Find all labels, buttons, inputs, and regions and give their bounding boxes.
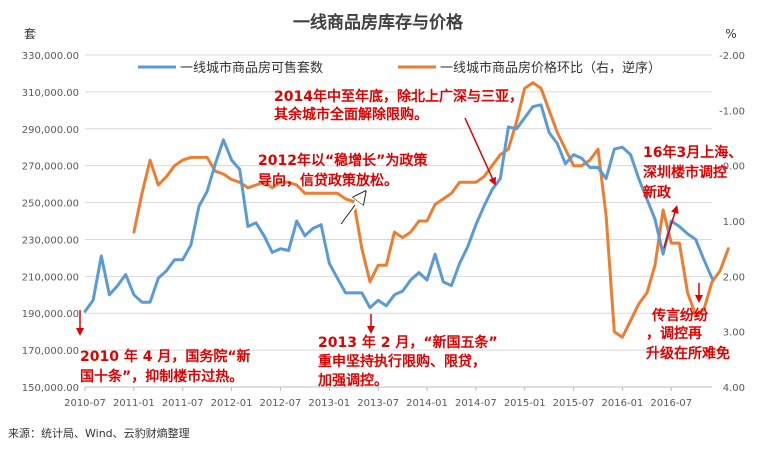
annotation-2013-02: 2013 年 2 月，“新国五条” 重申坚持执行限购、限贷， 加强调控。: [317, 334, 503, 389]
callout-arrows: [76, 117, 703, 336]
annotation-2016-rumor-line-3: 升级在所难免: [646, 345, 730, 362]
arrow-2012-outline: [340, 204, 356, 225]
annotation-2016-03-line-1: 16年3月上海、: [643, 144, 742, 161]
left-tick-label: 150,000.00: [22, 383, 79, 394]
series-line-price-mom: [132, 81, 730, 339]
annotation-2013-02-line-2: 重申坚持执行限购、限贷，: [318, 353, 486, 370]
right-tick-label: -1.00: [719, 106, 745, 117]
annotation-2014: 2014年中至年底，除北上广深与三亚， 其余城市全面解除限购。: [274, 88, 528, 123]
x-tick-label: 2014-01: [406, 398, 448, 409]
annotation-2016-rumor: 传言纷纷 ，调控再 升级在所难免: [646, 307, 730, 362]
annotation-2012-line-2: 导向，信贷政策放松。: [258, 172, 398, 189]
left-tick-label: 230,000.00: [22, 235, 79, 246]
annotation-2010-04: 2010 年 4 月，国务院“新 国十条”，抑制楼市过热。: [80, 348, 255, 385]
x-tick-label: 2010-07: [64, 398, 106, 409]
left-tick-label: 290,000.00: [22, 125, 79, 136]
legend-label-price-mom: 一线城市商品房价格环比（右，逆序）: [440, 60, 661, 76]
right-tick-label: 2.00: [723, 272, 745, 283]
x-tick-label: 2013-07: [357, 398, 399, 409]
source-note: 来源：统计局、Wind、云豹财熵整理: [8, 426, 190, 440]
left-tick-label: 310,000.00: [22, 88, 79, 99]
annotation-2016-03-line-3: 新政: [643, 184, 672, 201]
annotation-2016-03-line-2: 深圳楼市调控: [643, 164, 727, 181]
annotation-2012: 2012年以“稳增长”为政策 导向，信贷政策放松。: [258, 152, 432, 189]
left-axis-ticks: 150,000.00 170,000.00 190,000.00 210,000.00…: [22, 51, 79, 394]
arrow-2014: [464, 117, 496, 186]
legend: 一线城市商品房可售套数 一线城市商品房价格环比（右，逆序）: [138, 60, 661, 76]
x-tick-label: 2014-07: [455, 398, 497, 409]
x-tick-label: 2016-01: [602, 398, 644, 409]
arrow-2016-03: [663, 205, 679, 249]
x-tick-label: 2011-01: [113, 398, 155, 409]
x-tick-label: 2011-07: [162, 398, 204, 409]
annotation-2016-rumor-line-1: 传言纷纷: [651, 307, 708, 324]
right-tick-label: -2.00: [719, 51, 745, 62]
x-tick-label: 2015-01: [504, 398, 546, 409]
gridlines: [85, 54, 712, 388]
annotation-2010-04-line-1: 2010 年 4 月，国务院“新: [80, 348, 251, 365]
right-axis-unit: %: [725, 27, 736, 41]
left-tick-label: 210,000.00: [22, 272, 79, 283]
x-tick-label: 2012-07: [260, 398, 302, 409]
legend-label-inventory: 一线城市商品房可售套数: [180, 60, 323, 76]
annotation-2012-line-1: 2012年以“稳增长”为政策: [258, 152, 428, 169]
x-axis-ticks: 2010-07 2011-01 2011-07 2012-01 2012-07 2013-…: [64, 387, 692, 409]
left-tick-label: 270,000.00: [22, 162, 79, 173]
series-line-inventory: [83, 103, 714, 313]
chart-title: 一线商品房库存与价格: [293, 12, 464, 33]
annotation-2014-line-2: 其余城市全面解除限购。: [274, 106, 428, 123]
right-tick-label: 3.00: [723, 328, 745, 339]
x-tick-label: 2015-07: [553, 398, 595, 409]
annotation-2016-03: 16年3月上海、 深圳楼市调控 新政: [643, 144, 747, 201]
left-tick-label: 190,000.00: [22, 309, 79, 320]
right-axis-ticks: -2.00 -1.00 0.00 1.00 2.00 3.00 4.00: [719, 51, 745, 394]
left-tick-label: 250,000.00: [22, 199, 79, 210]
annotation-2014-line-1: 2014年中至年底，除北上广深与三亚，: [274, 88, 523, 105]
x-tick-label: 2012-01: [211, 398, 253, 409]
x-tick-label: 2016-07: [650, 398, 692, 409]
annotation-2013-02-line-3: 加强调控。: [317, 372, 388, 389]
annotation-2013-02-line-1: 2013 年 2 月，“新国五条”: [318, 334, 498, 351]
left-tick-label: 330,000.00: [22, 51, 79, 62]
annotation-2010-04-line-2: 国十条”，抑制楼市过热。: [80, 368, 243, 385]
x-tick-label: 2013-01: [308, 398, 350, 409]
left-tick-label: 170,000.00: [22, 346, 79, 357]
right-tick-label: 4.00: [723, 383, 745, 394]
annotation-2016-rumor-line-2: ，调控再: [646, 325, 702, 342]
left-axis-unit: 套: [24, 27, 36, 41]
right-tick-label: 1.00: [723, 217, 745, 228]
right-tick-label: 0.00: [723, 162, 745, 173]
